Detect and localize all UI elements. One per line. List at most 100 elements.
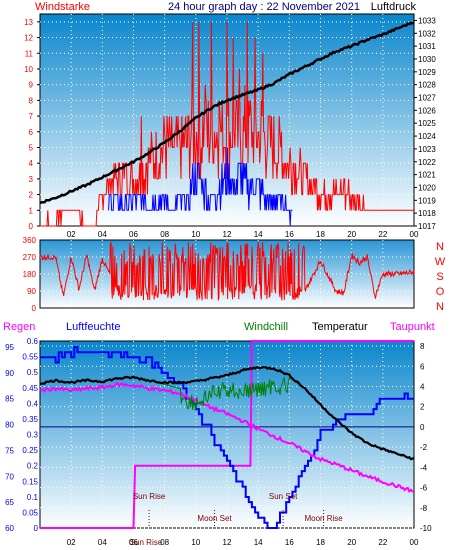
humidity-tick-label: 75: [5, 446, 14, 455]
hour-tick-label: 04: [98, 538, 107, 547]
direction-tick-label: 270: [23, 253, 37, 262]
wind-tick-label: 10: [24, 65, 33, 74]
wind-axis-title: Windstarke: [35, 1, 90, 13]
pressure-tick-label: 1033: [418, 16, 436, 25]
humidity-axis-title: Luftfeuchte: [66, 321, 120, 333]
pressure-tick-label: 1022: [418, 158, 436, 167]
temperature-ticks: -10 -8 -6 -4 -2 0 2 4 6 8: [420, 342, 432, 533]
temperature-label: Temperatur: [312, 321, 368, 333]
hour-tick-label: 10: [191, 230, 200, 239]
compass-letter: N: [436, 241, 444, 253]
event-label: Moon Rise: [304, 514, 343, 523]
rain-tick-label: 0.5: [27, 368, 39, 377]
pressure-axis-title: Luftdruck: [371, 1, 417, 13]
pressure-tick-label: 1023: [418, 145, 436, 154]
pressure-tick-label: 1031: [418, 42, 436, 51]
hour-tick-label: 02: [67, 538, 76, 547]
pressure-tick-label: 1029: [418, 68, 436, 77]
wind-direction-grid: [40, 240, 414, 308]
compass-letter: W: [435, 256, 446, 268]
compass-letter: N: [436, 301, 444, 313]
hour-tick-label: 06: [129, 538, 138, 547]
humidity-tick-label: 65: [5, 498, 14, 507]
wind-tick-label: 0: [29, 222, 34, 231]
rain-tick-label: 0.4: [27, 399, 39, 408]
rain-tick-label: 0.05: [22, 508, 38, 517]
thermo-x-ticks: 02 04 06 08 10 12 14 16 18 20 22 00: [67, 538, 419, 547]
hour-tick-label: 12: [223, 230, 232, 239]
astro-events: Sun Rise Sun Set Moon Set Moon Rise Sun Rise: [130, 492, 344, 547]
wind-tick-label: 3: [29, 175, 34, 184]
humidity-tick-label: 80: [5, 421, 14, 430]
gust-line: [108, 147, 293, 227]
humidity-tick-label: 95: [5, 343, 14, 352]
temperature-tick-label: -10: [420, 524, 432, 533]
rain-ticks: 0 0.05 0.1 0.15 0.2 0.25 0.3 0.35 0.4 0.45 0.5 0.55…: [22, 337, 38, 533]
pressure-tick-label: 1026: [418, 106, 436, 115]
dewpoint-label: Taupunkt: [390, 321, 435, 333]
hour-tick-label: 04: [98, 230, 107, 239]
wind-tick-label: 4: [29, 159, 34, 168]
hour-tick-label: 18: [316, 230, 325, 239]
pressure-tick-label: 1018: [418, 209, 436, 218]
pressure-tick-label: 1030: [418, 55, 436, 64]
rain-tick-label: 0.2: [27, 462, 39, 471]
temperature-tick-label: 6: [420, 362, 425, 371]
wind-speed-line: [40, 21, 414, 227]
direction-tick-label: 0: [32, 304, 37, 313]
compass-letter: S: [436, 271, 443, 283]
hour-tick-label: 14: [254, 230, 263, 239]
rain-tick-label: 0: [34, 524, 39, 533]
pressure-tick-label: 1019: [418, 196, 436, 205]
hour-tick-label: 00: [410, 538, 419, 547]
humidity-tick-label: 60: [5, 524, 14, 533]
temperature-tick-label: -2: [420, 443, 428, 452]
temperature-line: [39, 365, 414, 461]
hour-tick-label: 20: [347, 538, 356, 547]
wind-tick-label: 5: [29, 143, 34, 152]
direction-tick-label: 180: [23, 270, 37, 279]
event-label: Sun Set: [269, 492, 298, 501]
rain-tick-label: 0.35: [22, 415, 38, 424]
pressure-tick-label: 1027: [418, 94, 436, 103]
hour-tick-label: 16: [285, 538, 294, 547]
humidity-tick-label: 85: [5, 395, 14, 404]
hour-tick-label: 08: [160, 230, 169, 239]
hour-tick-label: 06: [129, 230, 138, 239]
event-label: Sun Rise: [133, 492, 166, 501]
windchill-label: Windchill: [244, 321, 288, 333]
wind-tick-label: 1: [29, 206, 34, 215]
pressure-tick-label: 1021: [418, 171, 436, 180]
rain-tick-label: 0.45: [22, 384, 38, 393]
pressure-tick-label: 1025: [418, 119, 436, 128]
temperature-tick-label: -6: [420, 484, 428, 493]
hour-tick-label: 12: [223, 538, 232, 547]
temperature-tick-label: 2: [420, 403, 425, 412]
hour-tick-label: 00: [410, 230, 419, 239]
compass-letter: O: [436, 286, 445, 298]
gust-series: [108, 147, 293, 227]
pressure-ticks: 1017 1018 1019 1020 1021 1022 1023 1024 1025 1026…: [414, 16, 436, 231]
temperature-tick-label: 4: [420, 382, 425, 391]
event-label: Moon Set: [197, 514, 232, 523]
hour-tick-label: 22: [378, 538, 387, 547]
pressure-tick-label: 1020: [418, 183, 436, 192]
rain-line: [40, 340, 414, 529]
temperature-tick-label: 8: [420, 342, 425, 351]
temperature-tick-label: -8: [420, 504, 428, 513]
wind-tick-label: 9: [29, 81, 34, 90]
wind-tick-label: 11: [25, 49, 34, 58]
wind-speed-series: [40, 21, 414, 227]
rain-tick-label: 0.3: [27, 431, 39, 440]
hour-tick-label: 14: [254, 538, 263, 547]
pressure-tick-label: 1024: [418, 132, 436, 141]
rain-tick-label: 0.25: [22, 446, 38, 455]
rain-tick-label: 0.1: [27, 493, 39, 502]
rain-tick-label: 0.15: [22, 477, 38, 486]
wind-tick-label: 6: [29, 128, 34, 137]
humidity-tick-label: 70: [5, 472, 14, 481]
hour-tick-label: 20: [347, 230, 356, 239]
